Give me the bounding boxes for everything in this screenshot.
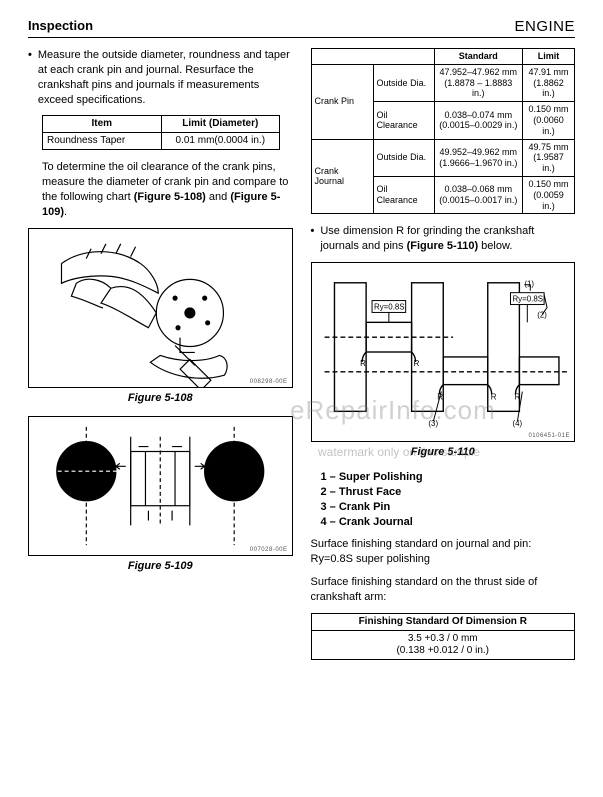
figure-5-109-id: 007028-00E (250, 547, 288, 553)
figure-5-108-id: 008298-00E (250, 379, 288, 385)
table-row: Item Limit (Diameter) (43, 116, 280, 133)
roundness-spec-table: Item Limit (Diameter) Roundness Taper 0.… (42, 115, 280, 150)
fig110-r-4: R (490, 393, 496, 402)
intro-text: Measure the outside diameter, roundness … (38, 48, 293, 107)
two-column-layout: • Measure the outside diameter, roundnes… (28, 48, 575, 670)
spec-header-limit: Limit (Diameter) (161, 116, 280, 133)
spec-header-limit: Limit (523, 49, 575, 65)
figure-5-110-legend: 1 – Super Polishing 2 – Thrust Face 3 – … (321, 470, 576, 529)
legend-item-1: 1 – Super Polishing (321, 470, 576, 485)
spec-group-crank-journal: Crank Journal (311, 139, 373, 214)
fig110-r-1: R (360, 359, 366, 368)
table-row: Crank Journal Outside Dia. 49.952–49.962… (311, 139, 575, 176)
clearance-and: and (206, 191, 230, 203)
figure-5-109-box: 007028-00E (28, 416, 293, 556)
figure-5-109-svg (29, 417, 292, 555)
fig110-r-5: R (514, 393, 520, 402)
spec-limit: 0.150 mm (0.0059 in.) (523, 176, 575, 213)
spec-item: Roundness Taper (43, 133, 162, 150)
legend-item-3: 3 – Crank Pin (321, 500, 576, 515)
finishing-standard-table: Finishing Standard Of Dimension R 3.5 +0… (311, 613, 576, 660)
surface-finish-1: Surface finishing standard on journal an… (311, 537, 576, 567)
left-column: • Measure the outside diameter, roundnes… (28, 48, 293, 670)
spec-limit: 49.75 mm (1.9587 in.) (523, 139, 575, 176)
figure-5-110-caption: Figure 5-110 (311, 446, 576, 458)
grind-bullet: • Use dimension R for grinding the crank… (311, 224, 576, 254)
spec-blank-header (311, 49, 434, 65)
fig-ref-110: (Figure 5-110) (407, 240, 479, 252)
figure-5-110-box: Ry=0.8S Ry=0.8S (1) (2) (3) (4) R R R R … (311, 262, 576, 442)
fig110-label-1: (1) (524, 280, 534, 289)
spec-std: 0.038–0.068 mm (0.0015–0.0017 in.) (434, 176, 522, 213)
bullet-dot-icon: • (311, 224, 315, 254)
spec-std: 47.952–47.962 mm (1.8878 – 1.8883 in.) (434, 64, 522, 101)
spec-std: 0.038–0.074 mm (0.0015–0.0029 in.) (434, 102, 522, 139)
figure-5-108-box: 008298-00E (28, 228, 293, 388)
figure-5-110-id: 0106451-01E (528, 433, 570, 439)
finish-header: Finishing Standard Of Dimension R (311, 613, 575, 630)
spec-limit: 47.91 mm (1.8862 in.) (523, 64, 575, 101)
spec-group-crank-pin: Crank Pin (311, 64, 373, 139)
spec-header-item: Item (43, 116, 162, 133)
surface-finish-2: Surface finishing standard on the thrust… (311, 575, 576, 605)
spec-label: Outside Dia. (373, 64, 434, 101)
legend-item-2: 2 – Thrust Face (321, 485, 576, 500)
spec-std: 49.952–49.962 mm (1.9666–1.9670 in.) (434, 139, 522, 176)
page-header: Inspection ENGINE (28, 18, 575, 38)
intro-bullet: • Measure the outside diameter, roundnes… (28, 48, 293, 107)
bullet-dot-icon: • (28, 48, 32, 107)
grind-text-2: below. (478, 240, 512, 252)
figure-5-108-svg (29, 229, 292, 387)
spec-limit: 0.150 mm (0.0060 in.) (523, 102, 575, 139)
header-section-title: Inspection (28, 18, 93, 35)
fig110-ry-label: Ry=0.8S (374, 303, 405, 312)
clearance-paragraph: To determine the oil clearance of the cr… (42, 160, 293, 219)
spec-label: Oil Clearance (373, 176, 434, 213)
fig110-r-2: R (413, 359, 419, 368)
spec-label: Oil Clearance (373, 102, 434, 139)
spec-header-standard: Standard (434, 49, 522, 65)
clearance-period: . (64, 206, 67, 218)
table-row: 3.5 +0.3 / 0 mm (0.138 +0.012 / 0 in.) (311, 630, 575, 659)
spec-limit: 0.01 mm(0.0004 in.) (161, 133, 280, 150)
legend-item-4: 4 – Crank Journal (321, 515, 576, 530)
header-chapter-title: ENGINE (514, 18, 575, 35)
fig110-label-2: (2) (537, 310, 547, 319)
fig-ref-108: (Figure 5-108) (134, 191, 206, 203)
figure-5-110-svg: Ry=0.8S Ry=0.8S (1) (2) (3) (4) R R R R … (312, 263, 575, 441)
page-root: Inspection ENGINE • Measure the outside … (0, 0, 603, 690)
table-row: Crank Pin Outside Dia. 47.952–47.962 mm … (311, 64, 575, 101)
table-row: Finishing Standard Of Dimension R (311, 613, 575, 630)
right-column: Standard Limit Crank Pin Outside Dia. 47… (311, 48, 576, 670)
table-row: Standard Limit (311, 49, 575, 65)
table-row: Roundness Taper 0.01 mm(0.0004 in.) (43, 133, 280, 150)
crank-spec-table: Standard Limit Crank Pin Outside Dia. 47… (311, 48, 576, 214)
fig110-ry-label-2: Ry=0.8S (512, 295, 543, 304)
figure-5-108-caption: Figure 5-108 (28, 392, 293, 404)
figure-5-109-caption: Figure 5-109 (28, 560, 293, 572)
grind-text: Use dimension R for grinding the cranksh… (320, 224, 575, 254)
finish-value: 3.5 +0.3 / 0 mm (0.138 +0.012 / 0 in.) (311, 630, 575, 659)
spec-label: Outside Dia. (373, 139, 434, 176)
